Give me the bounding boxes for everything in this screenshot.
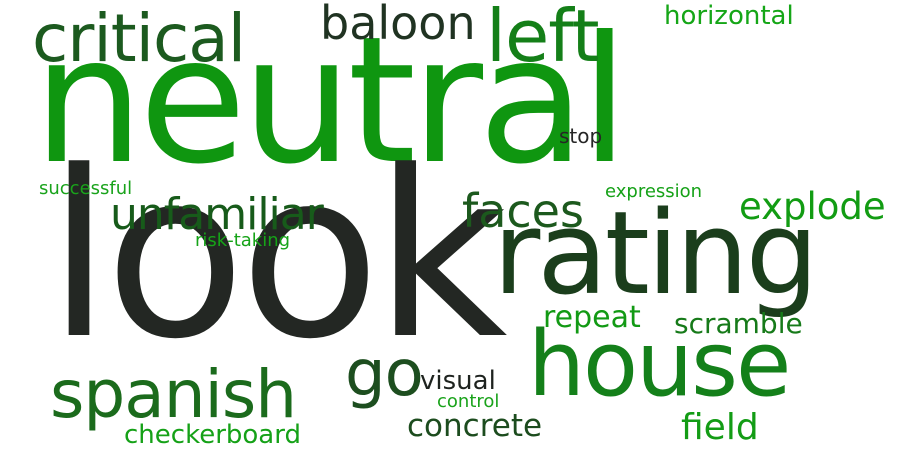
word-field: field (681, 407, 759, 448)
word-left: left (486, 0, 600, 78)
word-spanish: spanish (50, 356, 297, 433)
word-unfamiliar: unfamiliar (110, 189, 324, 240)
word-successful: successful (39, 178, 133, 199)
word-control: control (437, 391, 500, 412)
word-go: go (345, 337, 424, 411)
word-expression: expression (605, 181, 703, 202)
word-stop: stop (559, 124, 603, 148)
word-critical: critical (32, 0, 246, 77)
word-repeat: repeat (543, 300, 641, 335)
word-risk-taking: risk-taking (195, 230, 291, 251)
word-explode: explode (739, 185, 886, 228)
word-scramble: scramble (674, 307, 803, 340)
word-visual: visual (420, 366, 496, 396)
word-faces: faces (462, 184, 584, 238)
word-checkerboard: checkerboard (124, 420, 301, 450)
word-baloon: baloon (320, 0, 476, 50)
word-horizontal: horizontal (664, 1, 794, 31)
word-rating: rating (493, 187, 819, 321)
word-neutral: neutral (33, 0, 629, 203)
word-concrete: concrete (407, 408, 543, 444)
word-look: look (47, 123, 508, 390)
word-house: house (528, 312, 791, 417)
